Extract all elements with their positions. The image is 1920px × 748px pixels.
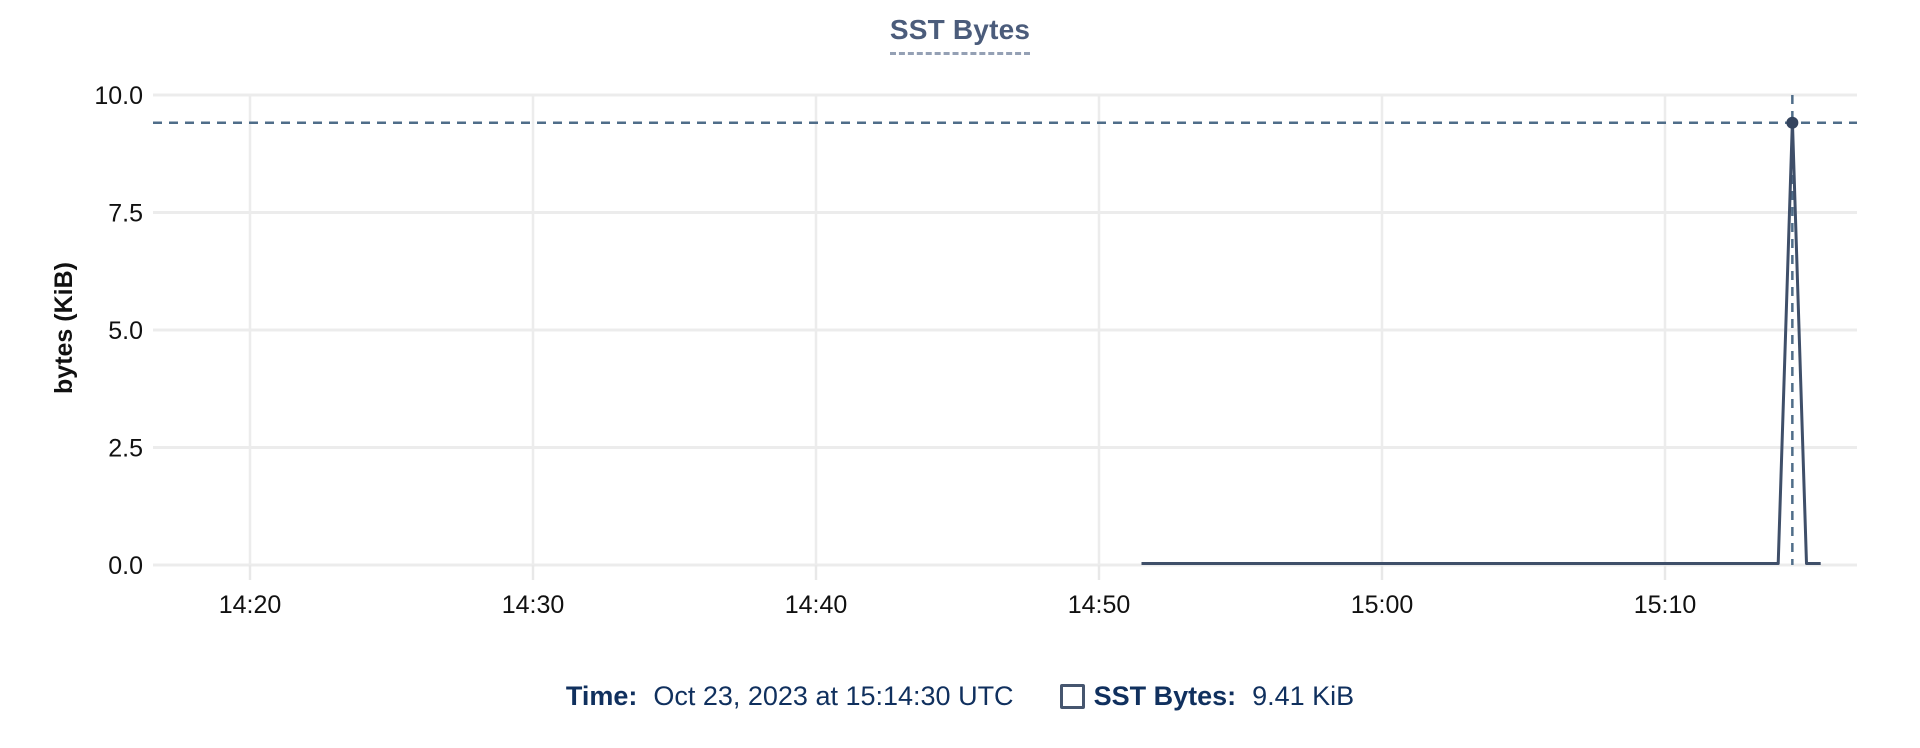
legend-checkbox-icon[interactable]: [1059, 684, 1085, 709]
tick-label-layer: 10.0 7.5 5.0 2.5 0.0 14:20 14:30 14:40 14:50 15:0…: [94, 82, 1696, 619]
y-tick-label: 5.0: [108, 317, 143, 345]
x-tick-label: 15:00: [1351, 591, 1414, 619]
y-axis-title: bytes (KiB): [50, 262, 78, 394]
y-tick-label: 7.5: [108, 200, 143, 228]
sst-bytes-chart[interactable]: 10.0 7.5 5.0 2.5 0.0 14:20 14:30 14:40 14:50 15:0…: [0, 0, 1920, 660]
y-tick-label: 0.0: [108, 552, 143, 580]
tooltip-time-value: Oct 23, 2023 at 15:14:30 UTC: [653, 681, 1014, 711]
legend-series-label: SST Bytes:: [1093, 681, 1237, 711]
x-tick-label: 14:40: [785, 591, 848, 619]
hover-tooltip-bar: Time: Oct 23, 2023 at 15:14:30 UTC SST B…: [0, 681, 1920, 712]
chart-title: SST Bytes: [889, 14, 1031, 55]
x-tick-label: 14:30: [502, 591, 565, 619]
tooltip-time: Time: Oct 23, 2023 at 15:14:30 UTC: [566, 681, 1014, 712]
chart-header: SST Bytes: [0, 14, 1920, 55]
crosshair-layer: [153, 95, 1857, 565]
legend-item-sst-bytes[interactable]: SST Bytes: 9.41 KiB: [1059, 681, 1355, 712]
y-tick-label: 10.0: [94, 82, 143, 110]
series-line-sst-bytes: [1141, 119, 1821, 565]
hover-point-marker: [1786, 116, 1799, 129]
x-tick-label: 15:10: [1634, 591, 1697, 619]
grid-layer: [153, 93, 1857, 580]
y-tick-label: 2.5: [108, 435, 143, 463]
legend-series-value: 9.41 KiB: [1252, 681, 1355, 711]
tooltip-time-label: Time:: [565, 681, 638, 711]
x-tick-label: 14:50: [1068, 591, 1131, 619]
series-layer: [1141, 116, 1821, 565]
x-tick-label: 14:20: [219, 591, 282, 619]
